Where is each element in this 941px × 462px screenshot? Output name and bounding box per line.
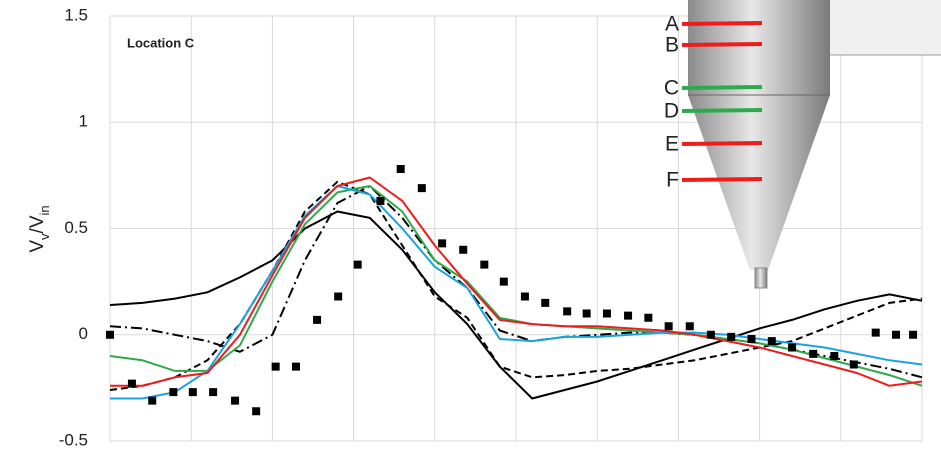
data-point	[624, 312, 632, 320]
data-point	[376, 197, 384, 205]
y-tick-label: 1	[79, 112, 88, 131]
data-point	[909, 331, 917, 339]
data-point	[541, 299, 549, 307]
y-tick-label: 1.5	[64, 5, 88, 24]
data-point	[252, 407, 260, 415]
data-point	[583, 310, 591, 318]
data-point	[148, 397, 156, 405]
y-axis-label-part: V	[27, 240, 48, 253]
section-label: C	[664, 77, 679, 100]
data-point	[209, 388, 217, 396]
section-line	[682, 23, 762, 24]
data-point	[747, 335, 755, 343]
data-point	[809, 350, 817, 358]
section-label: E	[665, 133, 679, 156]
y-axis-label-part: /V	[27, 215, 48, 233]
section-line	[682, 179, 762, 180]
data-point	[480, 261, 488, 269]
section-label: D	[664, 100, 679, 123]
data-point	[707, 331, 715, 339]
section-label: B	[665, 34, 679, 57]
data-point	[272, 363, 280, 371]
data-point	[128, 380, 136, 388]
data-point	[438, 239, 446, 247]
y-tick-label: 0	[79, 324, 88, 343]
data-point	[106, 331, 114, 339]
data-point	[892, 331, 900, 339]
data-point	[313, 316, 321, 324]
data-point	[397, 165, 405, 173]
y-axis-label: Vv/Vin	[27, 205, 52, 252]
data-point	[169, 388, 177, 396]
cylinder	[688, 0, 830, 95]
y-tick-label: -0.5	[59, 430, 88, 449]
cone	[688, 95, 830, 270]
data-point	[563, 307, 571, 315]
data-point	[850, 361, 858, 369]
section-line	[682, 143, 762, 144]
section-line	[682, 87, 762, 88]
section-label: A	[665, 13, 679, 36]
y-tick-label: 0.5	[64, 218, 88, 237]
data-point	[686, 322, 694, 330]
data-point	[521, 293, 529, 301]
section-line	[682, 44, 762, 45]
data-point	[231, 397, 239, 405]
data-point	[292, 363, 300, 371]
data-point	[872, 329, 880, 337]
data-point	[334, 293, 342, 301]
data-point	[644, 314, 652, 322]
data-point	[418, 184, 426, 192]
y-axis-label-part: in	[37, 205, 52, 215]
data-point	[354, 261, 362, 269]
data-point	[727, 333, 735, 341]
spout	[755, 268, 767, 288]
section-line	[682, 110, 762, 111]
data-point	[500, 278, 508, 286]
chart-title: Location C	[127, 35, 195, 50]
data-point	[459, 246, 467, 254]
chart: Location C Vv/Vin 1.5 1 0.5 0 -0.5 ABCDEF	[0, 0, 941, 462]
inset-background	[830, 0, 941, 55]
data-point	[189, 388, 197, 396]
section-label: F	[666, 169, 679, 192]
data-point	[768, 337, 776, 345]
data-point	[830, 352, 838, 360]
data-point	[665, 322, 673, 330]
data-point	[603, 310, 611, 318]
data-point	[788, 344, 796, 352]
